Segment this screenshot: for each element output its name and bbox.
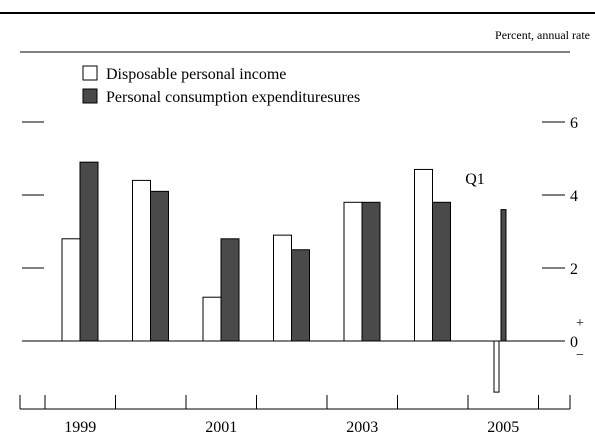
bar-disposable-income (493, 340, 500, 393)
bar-disposable-income (343, 201, 363, 342)
bar-group-2001 (202, 238, 240, 342)
bar-consumption (361, 201, 381, 342)
bar-group-2002 (273, 234, 310, 342)
bar-consumption (220, 238, 240, 342)
x-tick-label: 2003 (346, 419, 378, 436)
x-tick-label: 2005 (487, 419, 519, 436)
bar-disposable-income (202, 296, 222, 342)
y-zero-minus-sign: − (576, 348, 584, 363)
x-axis: 1999 2001 2003 2005 (19, 395, 571, 436)
bar-group-2000 (132, 179, 169, 342)
legend-label-consumption: Personal consumption expendituresures (106, 89, 360, 106)
x-tick-label: 1999 (64, 419, 96, 436)
bar-consumption (500, 209, 507, 342)
bar-group-2005-q1 (493, 209, 507, 393)
y-tick-label: 6 (570, 115, 578, 132)
y-zero-plus-sign: + (576, 316, 584, 331)
bars (61, 161, 507, 393)
y-tick-label-zero: 0 (570, 334, 578, 351)
y-axis: 0 + − 2 4 6 (22, 115, 584, 363)
legend-swatch-income (82, 65, 98, 81)
bar-group-2003 (343, 201, 381, 342)
bar-disposable-income (273, 234, 292, 342)
bar-consumption (79, 161, 99, 342)
legend: Disposable personal income Personal cons… (82, 65, 360, 106)
x-tick-label: 2001 (205, 419, 237, 436)
bar-disposable-income (61, 238, 81, 342)
y-tick-label: 2 (570, 261, 578, 278)
y-tick-label: 4 (570, 188, 578, 205)
bar-group-2004 (414, 168, 451, 342)
q1-annotation: Q1 (465, 171, 485, 188)
bar-disposable-income (132, 179, 151, 342)
bar-consumption (291, 249, 310, 342)
bar-group-1999 (61, 161, 99, 342)
unit-label: Percent, annual rate (495, 28, 590, 42)
bar-consumption (150, 190, 169, 342)
bar-disposable-income (414, 168, 433, 342)
legend-label-income: Disposable personal income (106, 66, 286, 83)
bar-consumption (432, 201, 451, 342)
legend-swatch-consumption (82, 88, 98, 104)
